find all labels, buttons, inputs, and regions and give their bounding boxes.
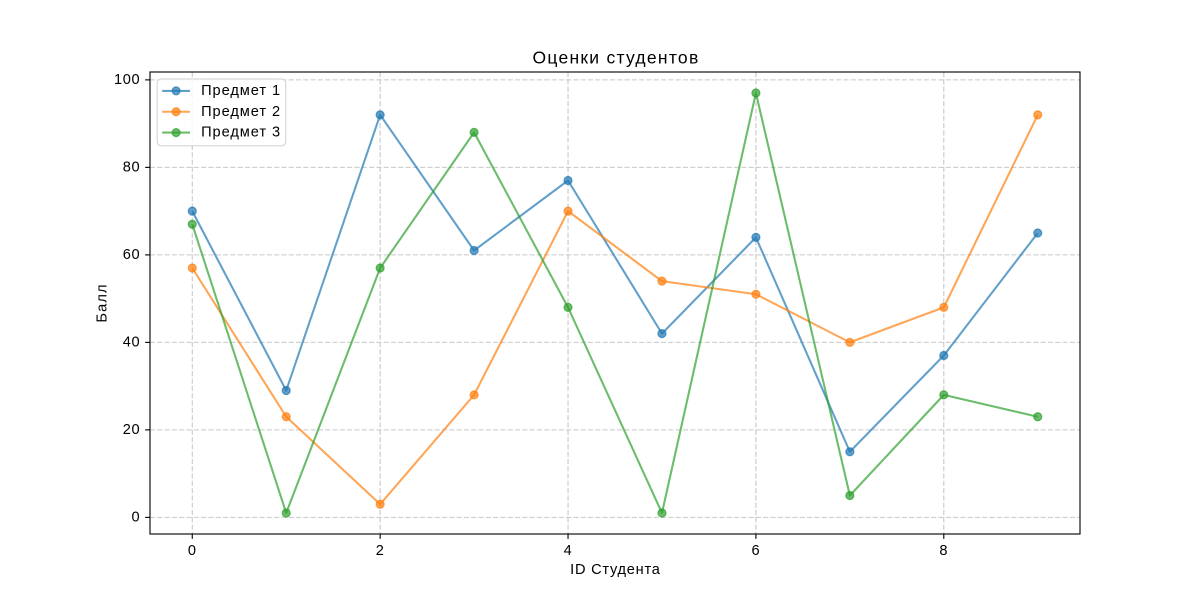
svg-text:4: 4 — [564, 543, 573, 559]
svg-text:0: 0 — [188, 543, 197, 559]
svg-text:8: 8 — [939, 543, 948, 559]
svg-text:20: 20 — [123, 422, 141, 438]
svg-text:100: 100 — [114, 72, 140, 88]
svg-text:80: 80 — [123, 159, 141, 175]
svg-text:ID Студента: ID Студента — [570, 562, 661, 578]
svg-text:40: 40 — [123, 334, 141, 350]
svg-text:60: 60 — [123, 247, 141, 263]
svg-text:Предмет 1: Предмет 1 — [201, 83, 281, 99]
svg-text:Предмет 2: Предмет 2 — [201, 104, 281, 120]
svg-text:2: 2 — [376, 543, 385, 559]
svg-text:Оценки студентов: Оценки студентов — [532, 48, 699, 68]
svg-text:Предмет 3: Предмет 3 — [201, 125, 281, 141]
svg-text:0: 0 — [132, 509, 141, 525]
svg-text:6: 6 — [752, 543, 761, 559]
svg-text:Балл: Балл — [95, 283, 111, 322]
